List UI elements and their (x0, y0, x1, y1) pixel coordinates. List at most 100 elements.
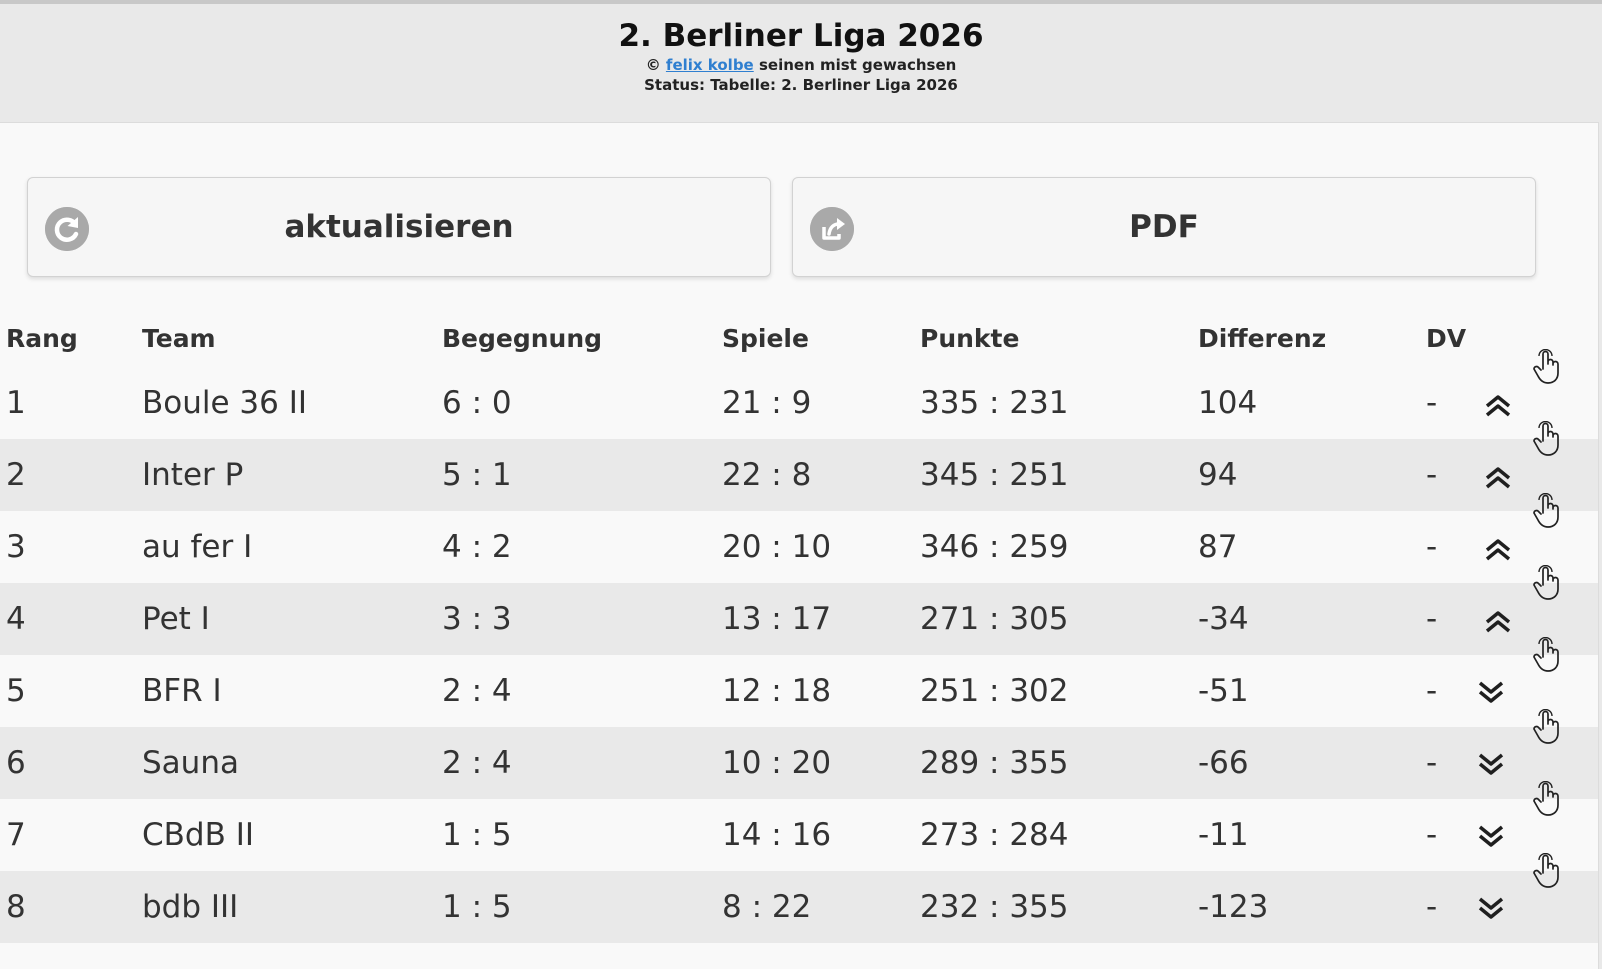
cell-dv: - (1426, 385, 1438, 421)
cell-spiele: 8 : 22 (722, 889, 812, 925)
pdf-button[interactable]: PDF (792, 177, 1536, 277)
cell-rang: 1 (6, 385, 26, 421)
cell-differenz: 94 (1198, 457, 1238, 493)
cell-dv: - (1426, 601, 1438, 637)
cell-begegnung: 2 : 4 (442, 745, 512, 781)
top-border (0, 0, 1602, 4)
chevron-double-down-icon (1478, 681, 1504, 703)
copyright-line: © felix kolbe seinen mist gewachsen (0, 56, 1602, 74)
cell-punkte: 251 : 302 (920, 673, 1069, 709)
hand-pointer-icon[interactable] (1532, 781, 1562, 817)
cell-team: Sauna (142, 745, 239, 781)
chevron-double-up-icon (1485, 395, 1511, 417)
cell-differenz: -66 (1198, 745, 1249, 781)
table-row: 7 CBdB II 1 : 5 14 : 16 273 : 284 -11 - (0, 781, 1598, 871)
hand-pointer-icon[interactable] (1532, 853, 1562, 889)
cell-punkte: 273 : 284 (920, 817, 1069, 853)
cell-team: au fer I (142, 529, 253, 565)
cell-rang: 2 (6, 457, 26, 493)
cell-dv: - (1426, 457, 1438, 493)
cell-punkte: 346 : 259 (920, 529, 1069, 565)
header-dv: DV (1426, 324, 1467, 353)
refresh-button-label: aktualisieren (284, 209, 514, 245)
chevron-double-down-icon (1478, 897, 1504, 919)
status-line: Status: Tabelle: 2. Berliner Liga 2026 (644, 76, 958, 94)
header-team: Team (142, 324, 216, 353)
table-row: 4 Pet I 3 : 3 13 : 17 271 : 305 -34 - (0, 565, 1598, 655)
cell-team: Pet I (142, 601, 210, 637)
cell-begegnung: 4 : 2 (442, 529, 512, 565)
cell-differenz: 104 (1198, 385, 1258, 421)
cell-team: Boule 36 II (142, 385, 308, 421)
cell-begegnung: 1 : 5 (442, 889, 512, 925)
refresh-button[interactable]: aktualisieren (27, 177, 771, 277)
chevron-double-up-icon (1485, 611, 1511, 633)
author-link[interactable]: felix kolbe (665, 56, 754, 74)
refresh-icon (45, 207, 89, 251)
cell-punkte: 335 : 231 (920, 385, 1069, 421)
copyright-symbol: © (645, 56, 661, 74)
cell-rang: 5 (6, 673, 26, 709)
hand-pointer-icon[interactable] (1532, 709, 1562, 745)
header-differenz: Differenz (1198, 324, 1327, 353)
chevron-double-down-icon (1478, 753, 1504, 775)
pdf-button-label: PDF (1129, 209, 1199, 245)
cell-dv: - (1426, 529, 1438, 565)
cell-spiele: 21 : 9 (722, 385, 812, 421)
chevron-double-down-icon (1478, 825, 1504, 847)
cell-spiele: 14 : 16 (722, 817, 832, 853)
table-header-row: Rang Team Begegnung Spiele Punkte Differ… (0, 319, 1598, 359)
cell-differenz: -123 (1198, 889, 1269, 925)
cell-spiele: 22 : 8 (722, 457, 812, 493)
cell-dv: - (1426, 673, 1438, 709)
page-header: 2. Berliner Liga 2026 © felix kolbe sein… (0, 4, 1602, 122)
cell-begegnung: 6 : 0 (442, 385, 512, 421)
hand-pointer-icon[interactable] (1532, 349, 1562, 385)
cell-begegnung: 2 : 4 (442, 673, 512, 709)
cell-dv: - (1426, 817, 1438, 853)
cell-team: CBdB II (142, 817, 254, 853)
hand-pointer-icon[interactable] (1532, 421, 1562, 457)
cell-team: Inter P (142, 457, 244, 493)
cell-team: bdb III (142, 889, 239, 925)
cell-begegnung: 1 : 5 (442, 817, 512, 853)
cell-rang: 4 (6, 601, 26, 637)
table-row: 8 bdb III 1 : 5 8 : 22 232 : 355 -123 - (0, 853, 1598, 943)
cell-spiele: 13 : 17 (722, 601, 832, 637)
cell-punkte: 289 : 355 (920, 745, 1069, 781)
cell-spiele: 20 : 10 (722, 529, 832, 565)
cell-spiele: 10 : 20 (722, 745, 832, 781)
cell-punkte: 271 : 305 (920, 601, 1069, 637)
header-rang: Rang (6, 324, 78, 353)
table-row: 6 Sauna 2 : 4 10 : 20 289 : 355 -66 - (0, 709, 1598, 799)
cell-differenz: -11 (1198, 817, 1249, 853)
copyright-suffix: seinen mist gewachsen (758, 56, 957, 74)
chevron-double-up-icon (1485, 467, 1511, 489)
cell-punkte: 232 : 355 (920, 889, 1069, 925)
table-row: 2 Inter P 5 : 1 22 : 8 345 : 251 94 - (0, 421, 1598, 511)
header-begegnung: Begegnung (442, 324, 603, 353)
header-punkte: Punkte (920, 324, 1020, 353)
cell-rang: 3 (6, 529, 26, 565)
cell-begegnung: 3 : 3 (442, 601, 512, 637)
main-content: aktualisieren PDF Rang Team Begegnung Sp… (0, 122, 1599, 969)
table-row: 3 au fer I 4 : 2 20 : 10 346 : 259 87 - (0, 493, 1598, 583)
hand-pointer-icon[interactable] (1532, 565, 1562, 601)
header-spiele: Spiele (722, 324, 809, 353)
cell-rang: 7 (6, 817, 26, 853)
cell-differenz: -34 (1198, 601, 1249, 637)
hand-pointer-icon[interactable] (1532, 637, 1562, 673)
cell-dv: - (1426, 889, 1438, 925)
cell-dv: - (1426, 745, 1438, 781)
cell-begegnung: 5 : 1 (442, 457, 512, 493)
cell-punkte: 345 : 251 (920, 457, 1069, 493)
table-row: 1 Boule 36 II 6 : 0 21 : 9 335 : 231 104… (0, 349, 1598, 439)
hand-pointer-icon[interactable] (1532, 493, 1562, 529)
table-row: 5 BFR I 2 : 4 12 : 18 251 : 302 -51 - (0, 637, 1598, 727)
cell-team: BFR I (142, 673, 222, 709)
cell-differenz: 87 (1198, 529, 1238, 565)
cell-differenz: -51 (1198, 673, 1249, 709)
cell-rang: 6 (6, 745, 26, 781)
share-icon (810, 207, 854, 251)
cell-rang: 8 (6, 889, 26, 925)
